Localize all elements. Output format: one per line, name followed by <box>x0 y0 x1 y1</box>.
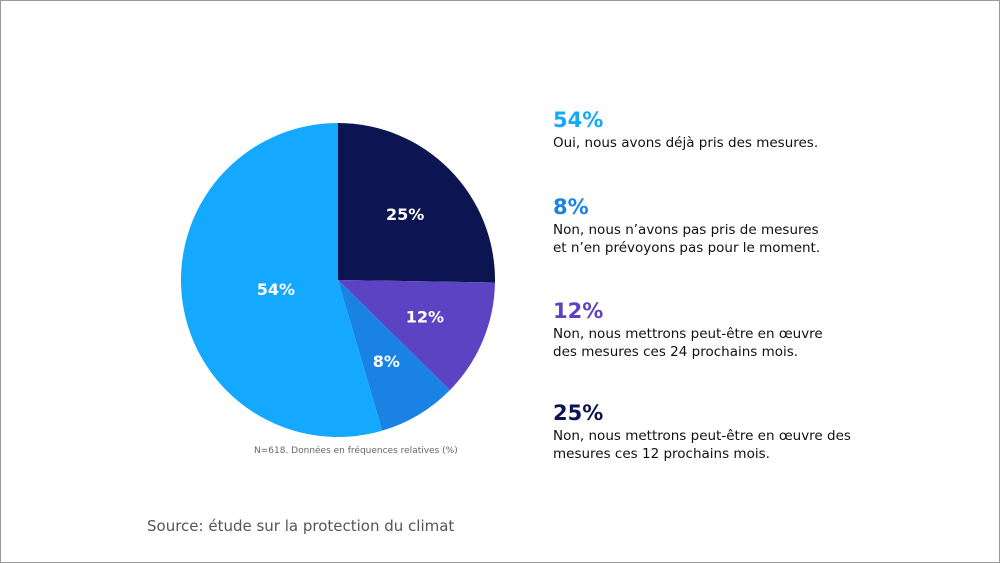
pie-slice <box>338 280 450 431</box>
legend-item-yes: 54% Oui, nous avons déjà pris des mesure… <box>553 108 873 152</box>
legend-value: 54% <box>553 108 604 132</box>
slice-label: 25% <box>386 205 424 224</box>
legend-value: 8% <box>553 195 589 219</box>
slice-label: 54% <box>257 280 295 299</box>
legend-item-12-months: 25% Non, nous mettrons peut-être en œuvr… <box>553 401 873 463</box>
pie-slice <box>338 123 495 283</box>
slice-label: 8% <box>373 352 400 371</box>
pie-slice <box>181 123 383 438</box>
pie-slice <box>338 280 495 391</box>
legend-value: 12% <box>553 299 604 323</box>
legend-item-24-months: 12% Non, nous mettrons peut-être en œuvr… <box>553 299 873 361</box>
legend-text: Non, nous mettrons peut-être en œuvre de… <box>553 326 823 360</box>
source-text: Source: étude sur la protection du clima… <box>147 517 455 535</box>
legend-text: Non, nous n’avons pas pris de mesures et… <box>553 222 821 256</box>
slice-label: 12% <box>406 307 444 326</box>
legend-item-no-plan: 8% Non, nous n’avons pas pris de mesures… <box>553 195 873 257</box>
chart-note: N=618. Données en fréquences relatives (… <box>254 446 458 456</box>
legend-text: Oui, nous avons déjà pris des mesures. <box>553 135 819 151</box>
legend-value: 25% <box>553 401 604 425</box>
legend-text: Non, nous mettrons peut-être en œuvre de… <box>553 428 851 462</box>
